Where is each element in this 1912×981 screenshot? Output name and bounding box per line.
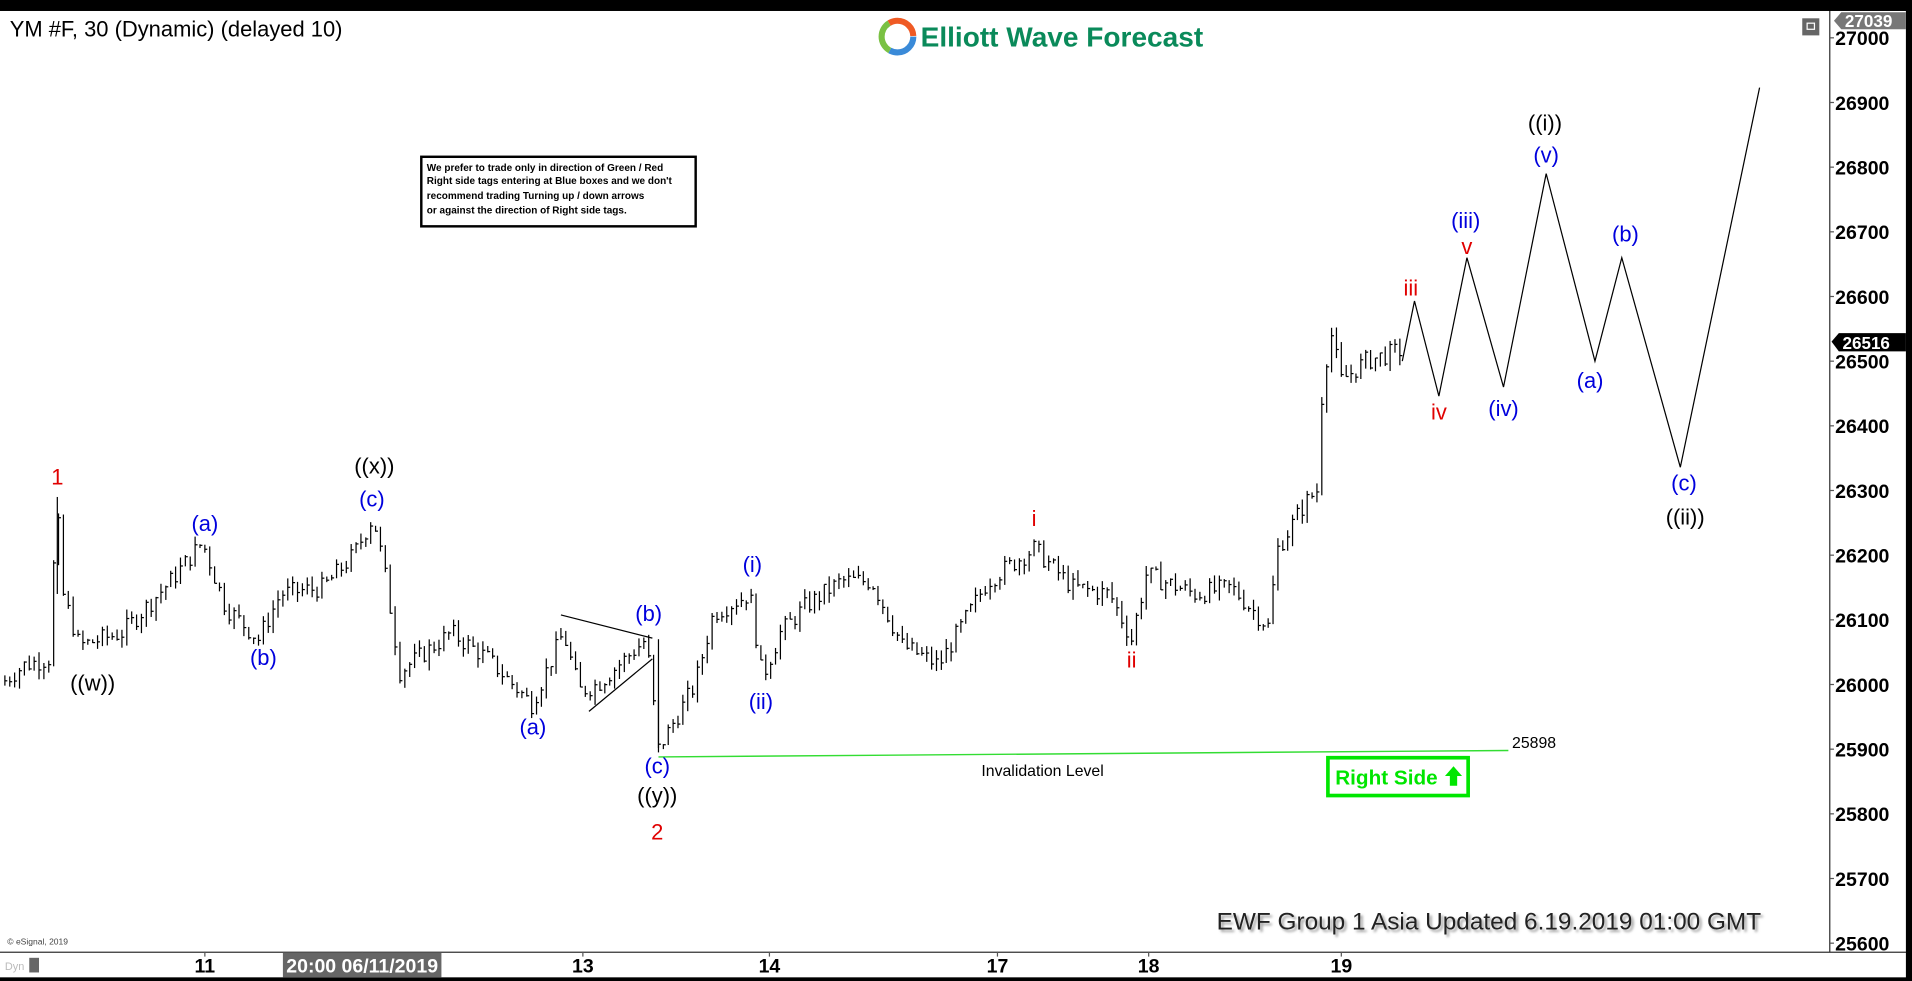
- restore-window-icon[interactable]: [1802, 18, 1820, 36]
- logo: Elliott Wave Forecast: [878, 17, 1204, 56]
- wave-label: iii: [1404, 275, 1419, 300]
- wave-labels: 1 ((w)) (a) (b) ((x)) (c) (a) (b) (c) ((y)) 2 (i) (i…: [51, 111, 1704, 845]
- last-price-text: 26516: [1842, 334, 1889, 353]
- wave-label: ((y)): [637, 783, 677, 808]
- wave-label: (c): [359, 486, 385, 511]
- invalidation-line: [658, 749, 1509, 758]
- y-tick-label: 26300: [1835, 481, 1889, 503]
- last-price-tag: [1831, 333, 1906, 352]
- x-tick-label: 19: [1330, 955, 1352, 977]
- wave-label: ((i)): [1528, 111, 1562, 136]
- wave-label: (iv): [1488, 396, 1518, 421]
- y-tick-label: 26500: [1835, 351, 1889, 373]
- y-tick-label: 25800: [1835, 804, 1889, 826]
- x-tick-label: 14: [759, 955, 781, 977]
- projection-path: [1401, 87, 1761, 468]
- wave-label: (a): [519, 715, 546, 740]
- symbol-title: YM #F, 30 (Dynamic) (delayed 10): [10, 17, 343, 42]
- note-line: Right side tags entering at Blue boxes a…: [427, 176, 673, 187]
- y-tick-label: 26900: [1835, 93, 1889, 115]
- y-tick-label: 25700: [1835, 869, 1889, 891]
- price-axis: [1830, 10, 1906, 952]
- wave-label: i: [1032, 506, 1037, 531]
- y-tick-label: 26400: [1835, 416, 1889, 438]
- wave-label: (a): [191, 511, 218, 536]
- wave-label: (ii): [749, 689, 773, 714]
- x-tick-label: 13: [572, 955, 594, 977]
- y-tick-label: 25600: [1835, 933, 1889, 955]
- crosshair-time-badge: [282, 952, 442, 978]
- wave-label: iv: [1431, 400, 1447, 425]
- invalidation-label: Invalidation Level: [981, 763, 1103, 780]
- price-bars: [4, 327, 1403, 753]
- y-tick-label: 26000: [1835, 675, 1889, 697]
- wave-label: (c): [644, 754, 670, 779]
- wave-label: ((w)): [70, 671, 115, 696]
- wave-label: ii: [1127, 647, 1137, 672]
- x-tick-label: 20:00 06/11/2019: [286, 955, 438, 977]
- triangle-lower-line: [588, 658, 653, 712]
- y-tick-label: 26600: [1835, 287, 1889, 309]
- arrow-up-icon: [1444, 766, 1463, 786]
- wave-label: 2: [651, 819, 663, 844]
- wave-label: ((ii)): [1666, 505, 1705, 530]
- wave-label: v: [1461, 234, 1472, 259]
- right-side-label: Right Side: [1335, 767, 1437, 790]
- y-tick-label: 26100: [1835, 610, 1889, 632]
- invalidation-value: 25898: [1512, 735, 1556, 752]
- wave-label: (c): [1671, 470, 1697, 495]
- y-tick-label: 27000: [1835, 28, 1889, 50]
- wave-label: 1: [51, 464, 63, 489]
- logo-text: Elliott Wave Forecast: [921, 21, 1204, 52]
- note-line: recommend trading Turning up / down arro…: [427, 191, 645, 202]
- wave-label: (b): [250, 645, 277, 670]
- note-line: We prefer to trade only in direction of …: [427, 163, 663, 174]
- x-tick-label: 11: [195, 955, 216, 977]
- y-tick-label: 26200: [1835, 545, 1889, 567]
- x-tick-label: 18: [1138, 955, 1160, 977]
- wave-label: (iii): [1451, 208, 1480, 233]
- y-tick-labels: 27000 26900 26800 26700 26600 26500 26400 26300…: [1829, 28, 1890, 955]
- wave-label: (v): [1533, 142, 1559, 167]
- wave-label: (a): [1577, 368, 1604, 393]
- triangle-upper-line: [560, 614, 653, 639]
- logo-swirl-icon: [878, 17, 917, 56]
- y-tick-label: 26700: [1835, 222, 1889, 244]
- footer-update: EWF Group 1 Asia Updated 6.19.2019 01:00…: [1217, 909, 1762, 936]
- wave-label: (b): [635, 601, 662, 626]
- high-price-text: 27039: [1845, 12, 1892, 31]
- dyn-label: Dyn: [5, 961, 25, 973]
- x-tick-label: 17: [987, 955, 1009, 977]
- y-tick-label: 26800: [1835, 157, 1889, 179]
- x-tick-labels: 11 20:00 06/11/2019 13 14 17 18 19: [195, 951, 1352, 978]
- note-box: [420, 155, 697, 228]
- wave-label: (b): [1612, 222, 1639, 247]
- copyright: © eSignal, 2019: [7, 936, 68, 946]
- high-price-tag: [1833, 12, 1906, 30]
- lock-icon[interactable]: [29, 957, 40, 973]
- plot-area: [0, 10, 1830, 952]
- right-side-tag: [1326, 755, 1470, 798]
- note-line: or against the direction of Right side t…: [427, 206, 627, 217]
- wave-label: ((x)): [354, 453, 394, 478]
- y-tick-label: 25900: [1835, 739, 1889, 761]
- wave-label: (i): [743, 552, 762, 577]
